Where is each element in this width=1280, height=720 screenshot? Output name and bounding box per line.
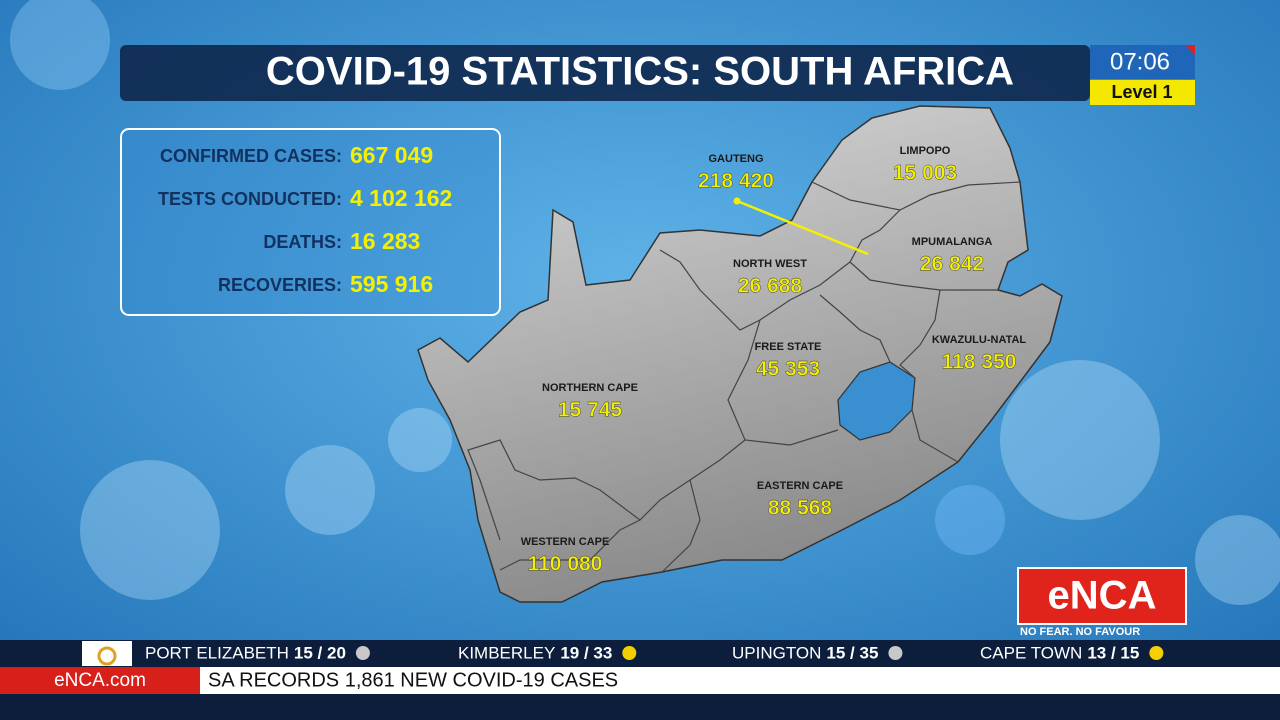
weather-icon [622, 646, 637, 660]
stats-box [120, 128, 501, 316]
stat-label: TESTS CONDUCTED: [158, 189, 342, 209]
title: COVID-19 STATISTICS: SOUTH AFRICA [266, 50, 1014, 94]
region-value: 45 353 [756, 358, 820, 381]
weather-logo [82, 641, 132, 666]
region-value: 15 003 [893, 162, 957, 185]
weather-city: CAPE TOWN [980, 643, 1082, 662]
stat-value: 4 102 162 [350, 185, 452, 211]
level-box [1090, 80, 1195, 105]
region-value: 88 568 [768, 497, 833, 520]
stat-value: 667 049 [350, 142, 433, 168]
weather-temps: 13 / 15 [1087, 643, 1139, 662]
weather-temps: 19 / 33 [560, 643, 612, 662]
gauteng-dot [733, 197, 741, 205]
map: LIMPOPO 15 003 GAUTENG 218 420 MPUMALANGA 26 … [417, 105, 1063, 603]
region-labels: LIMPOPO 15 003 GAUTENG 218 420 MPUMALANGA 26 … [521, 145, 1027, 576]
title-bar [120, 45, 1090, 101]
region-value: 118 350 [942, 351, 1017, 374]
clock-box [1090, 45, 1195, 79]
headline: SA RECORDS 1,861 NEW COVID-19 CASES [208, 669, 618, 691]
level: Level 1 [1111, 82, 1172, 102]
weather-logo-mark [97, 646, 117, 666]
weather-temps: 15 / 35 [826, 643, 878, 662]
weather-icon [355, 646, 370, 660]
weather-icon [1149, 646, 1164, 660]
region-name: MPUMALANGA [912, 236, 993, 248]
region-value: 26 842 [920, 253, 984, 276]
weather-city: UPINGTON [732, 643, 821, 662]
country-outline [417, 105, 1063, 603]
clock: 07:06 [1110, 48, 1170, 75]
site: eNCA.com [54, 670, 146, 691]
weather-bar [0, 640, 1280, 667]
weather-city: PORT ELIZABETH [145, 643, 289, 662]
headline-bar [0, 667, 1280, 694]
region-value: 15 745 [558, 399, 623, 422]
weather-city: KIMBERLEY [458, 643, 555, 662]
region-name: WESTERN CAPE [521, 536, 610, 548]
region-name: GAUTENG [709, 153, 764, 165]
region-name: EASTERN CAPE [757, 480, 843, 492]
stat-label: RECOVERIES: [218, 275, 342, 295]
stat-label: CONFIRMED CASES: [160, 146, 342, 166]
tagline: NO FEAR. NO FAVOUR [1020, 626, 1140, 638]
weather: PORT ELIZABETH 15 / 20 KIMBERLEY 19 / 33 UPI… [145, 643, 1164, 662]
region-value: 26 688 [738, 275, 803, 298]
region-name: LIMPOPO [900, 145, 951, 157]
weather-icon [888, 646, 903, 660]
region-value: 110 080 [528, 553, 603, 576]
region-name: KWAZULU-NATAL [932, 334, 1027, 346]
region-name: FREE STATE [755, 341, 822, 353]
stat-value: 595 916 [350, 271, 433, 297]
logo-box [1017, 567, 1187, 625]
weather-temps: 15 / 20 [294, 643, 346, 662]
logo: eNCA [1048, 574, 1157, 618]
province-borders [467, 181, 1021, 573]
virus-decor [10, 0, 1280, 605]
clock-corner [1185, 45, 1195, 55]
region-value: 218 420 [698, 170, 774, 193]
site-box [0, 667, 200, 694]
gauteng-pointer [736, 199, 869, 256]
bottom-strip [0, 694, 1280, 720]
stat-value: 16 283 [350, 228, 420, 254]
stat-label: DEATHS: [263, 232, 342, 252]
stats: CONFIRMED CASES: 667 049 TESTS CONDUCTED: 4… [158, 142, 452, 297]
region-name: NORTHERN CAPE [542, 382, 638, 394]
region-name: NORTH WEST [733, 258, 807, 270]
